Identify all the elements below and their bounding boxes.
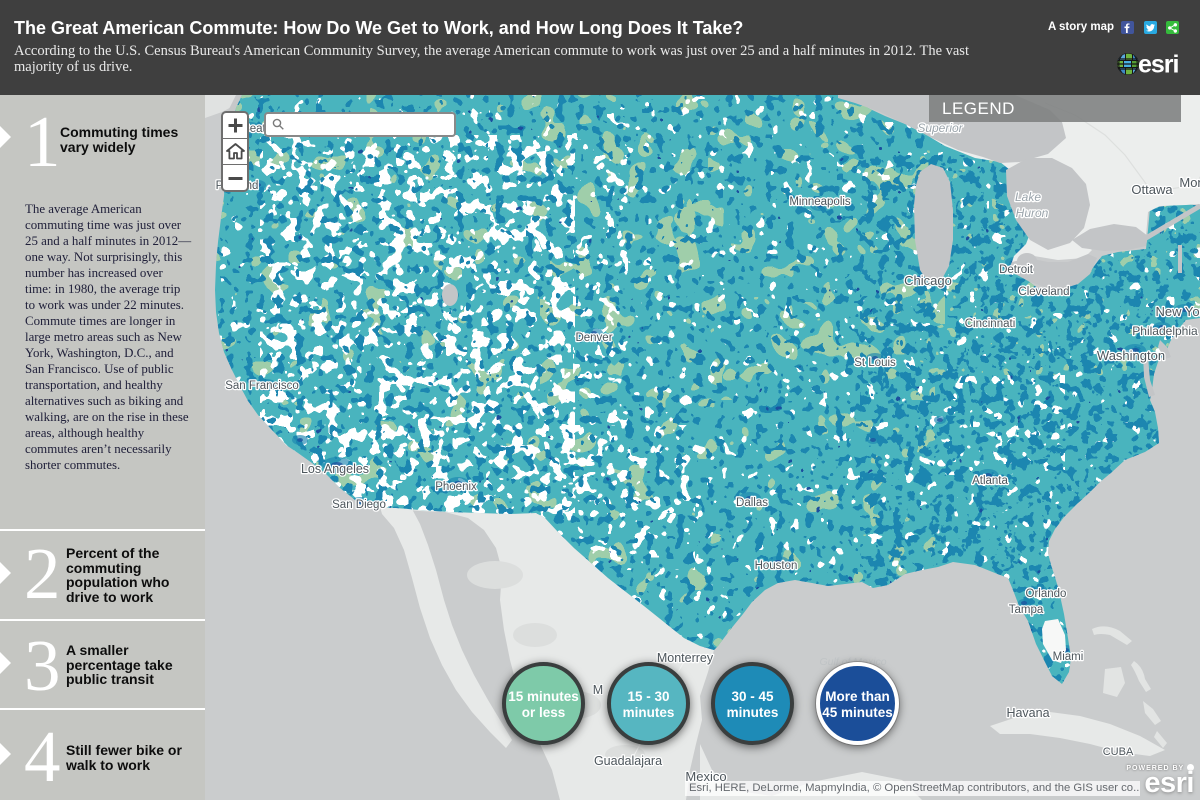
svg-text:San Francisco: San Francisco: [225, 380, 299, 392]
svg-text:Washington: Washington: [1097, 348, 1165, 363]
svg-text:M: M: [593, 683, 603, 697]
svg-text:Chicago: Chicago: [904, 273, 952, 288]
svg-text:Minneapolis: Minneapolis: [789, 196, 851, 208]
svg-text:Havana: Havana: [1006, 706, 1049, 720]
svg-text:CUBA: CUBA: [1103, 746, 1134, 758]
svg-text:Ottawa: Ottawa: [1131, 182, 1173, 197]
svg-text:Houston: Houston: [755, 560, 798, 572]
svg-text:Guadalajara: Guadalajara: [594, 754, 662, 768]
svg-text:Mexico: Mexico: [685, 769, 726, 784]
svg-text:Lake: Lake: [1015, 190, 1041, 204]
svg-text:Huron: Huron: [1016, 206, 1049, 220]
svg-text:Tampa: Tampa: [1009, 604, 1044, 616]
svg-text:St Louis: St Louis: [854, 357, 896, 369]
svg-text:Detroit: Detroit: [999, 264, 1034, 276]
svg-text:esri: esri: [1138, 52, 1179, 76]
svg-text:Cleveland: Cleveland: [1018, 286, 1069, 298]
svg-text:Denver: Denver: [575, 332, 612, 344]
svg-text:Miami: Miami: [1053, 651, 1084, 663]
svg-text:Orlando: Orlando: [1026, 588, 1067, 600]
svg-text:Dallas: Dallas: [736, 497, 768, 509]
svg-text:San Diego: San Diego: [332, 499, 386, 511]
svg-text:Superior: Superior: [917, 121, 963, 135]
svg-text:Monterrey: Monterrey: [657, 651, 714, 665]
svg-text:Los Angeles: Los Angeles: [301, 462, 369, 476]
svg-text:Cincinnati: Cincinnati: [965, 318, 1016, 330]
svg-text:Atlanta: Atlanta: [972, 475, 1008, 487]
svg-text:Philadelphia: Philadelphia: [1132, 324, 1198, 338]
svg-text:New York: New York: [1156, 304, 1200, 319]
svg-text:Phoenix: Phoenix: [435, 481, 477, 493]
svg-text:Montr: Montr: [1179, 175, 1200, 190]
